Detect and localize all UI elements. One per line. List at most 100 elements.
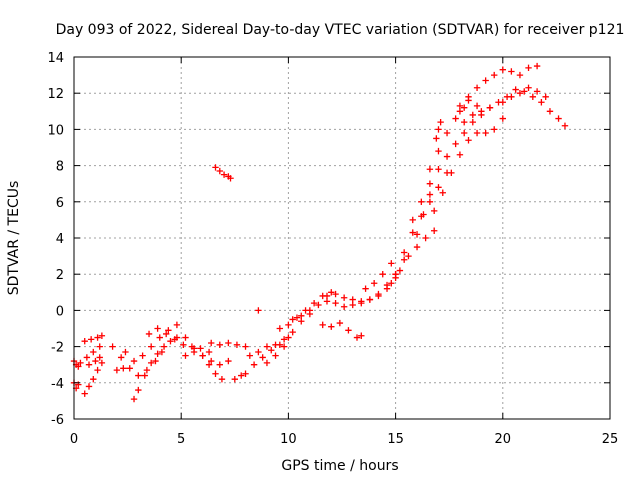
data-point bbox=[499, 115, 506, 122]
data-point bbox=[461, 118, 468, 126]
data-point bbox=[456, 151, 464, 158]
data-point bbox=[242, 370, 249, 377]
series-arc-17 bbox=[246, 336, 288, 359]
data-point bbox=[340, 294, 348, 301]
data-point bbox=[126, 365, 133, 372]
data-point bbox=[154, 350, 161, 358]
data-point bbox=[171, 336, 178, 343]
data-point bbox=[336, 319, 344, 327]
data-point bbox=[81, 390, 88, 397]
series-arc-32 bbox=[461, 86, 537, 126]
data-point bbox=[205, 361, 213, 368]
data-point bbox=[212, 370, 219, 377]
series-arc-12 bbox=[182, 348, 226, 383]
data-point bbox=[473, 84, 481, 91]
data-point bbox=[345, 327, 352, 334]
data-point bbox=[328, 323, 335, 330]
series-arc-3 bbox=[81, 359, 106, 397]
data-point bbox=[227, 175, 234, 182]
y-tick-label: 8 bbox=[56, 160, 64, 175]
x-tick-label: 20 bbox=[495, 432, 512, 447]
data-point bbox=[448, 169, 455, 177]
series-arc-5 bbox=[83, 343, 103, 361]
series-arc-19 bbox=[263, 310, 314, 367]
data-point bbox=[310, 299, 318, 307]
series-arc-1 bbox=[70, 379, 82, 392]
data-point bbox=[426, 166, 434, 173]
data-point bbox=[358, 332, 365, 339]
data-point bbox=[220, 171, 228, 178]
data-point bbox=[555, 115, 562, 122]
x-tick-label: 5 bbox=[177, 432, 185, 447]
data-point bbox=[233, 341, 241, 348]
y-axis-label: SDTVAR / TECUs bbox=[6, 181, 22, 296]
data-point bbox=[375, 290, 382, 298]
y-tick-label: 2 bbox=[56, 268, 64, 283]
data-point bbox=[92, 357, 99, 365]
chart-title: Day 093 of 2022, Sidereal Day-to-day VTE… bbox=[56, 22, 625, 38]
data-point bbox=[135, 372, 142, 379]
grid bbox=[74, 57, 610, 419]
data-point bbox=[426, 198, 434, 205]
data-point bbox=[197, 345, 204, 352]
y-tick-label: -4 bbox=[51, 377, 64, 392]
data-point bbox=[379, 271, 386, 278]
series-arc-26 bbox=[388, 227, 438, 287]
data-point bbox=[443, 129, 451, 137]
data-point bbox=[199, 352, 206, 359]
series-arc-38 bbox=[113, 365, 127, 374]
data-point bbox=[420, 211, 427, 218]
data-point bbox=[289, 316, 296, 323]
y-tick-label: 14 bbox=[47, 51, 64, 66]
series-arc-7 bbox=[109, 343, 166, 379]
data-point bbox=[323, 292, 331, 300]
data-point bbox=[435, 184, 442, 191]
series-arc-2 bbox=[70, 357, 84, 370]
data-point bbox=[491, 71, 498, 79]
data-point bbox=[212, 164, 219, 171]
series-arc-30 bbox=[430, 115, 506, 215]
data-point bbox=[409, 229, 416, 236]
data-point bbox=[135, 386, 142, 394]
data-point bbox=[298, 312, 305, 320]
data-point bbox=[383, 281, 391, 289]
series-arc-27 bbox=[392, 169, 451, 278]
data-point bbox=[165, 327, 172, 334]
series-arc-14 bbox=[212, 164, 234, 182]
series-arc-28 bbox=[409, 104, 494, 224]
data-point bbox=[533, 62, 541, 70]
data-point bbox=[272, 341, 279, 348]
data-point bbox=[437, 118, 444, 126]
y-tick-label: -2 bbox=[51, 341, 64, 356]
data-point bbox=[426, 191, 434, 198]
data-points bbox=[70, 62, 569, 403]
data-point bbox=[529, 93, 537, 101]
data-point bbox=[268, 347, 275, 354]
data-point bbox=[285, 321, 292, 329]
data-point bbox=[231, 375, 238, 383]
data-point bbox=[465, 97, 472, 104]
data-point bbox=[280, 336, 288, 343]
data-point bbox=[263, 343, 271, 350]
data-point bbox=[443, 153, 451, 160]
data-point bbox=[508, 68, 515, 75]
data-point bbox=[349, 296, 356, 303]
data-point bbox=[370, 280, 378, 287]
data-point bbox=[158, 348, 166, 356]
series-arc-8 bbox=[130, 334, 181, 403]
data-point bbox=[96, 354, 103, 361]
data-point bbox=[238, 372, 245, 379]
data-point bbox=[491, 126, 498, 133]
data-point bbox=[182, 334, 189, 341]
series-arc-20 bbox=[276, 289, 335, 332]
data-point bbox=[413, 231, 421, 238]
data-point bbox=[332, 299, 339, 307]
data-point bbox=[242, 343, 249, 350]
data-point bbox=[83, 354, 91, 361]
data-point bbox=[130, 395, 138, 403]
data-point bbox=[216, 167, 223, 175]
data-point bbox=[405, 252, 412, 260]
data-point bbox=[120, 365, 127, 372]
series-arc-34 bbox=[538, 99, 569, 129]
